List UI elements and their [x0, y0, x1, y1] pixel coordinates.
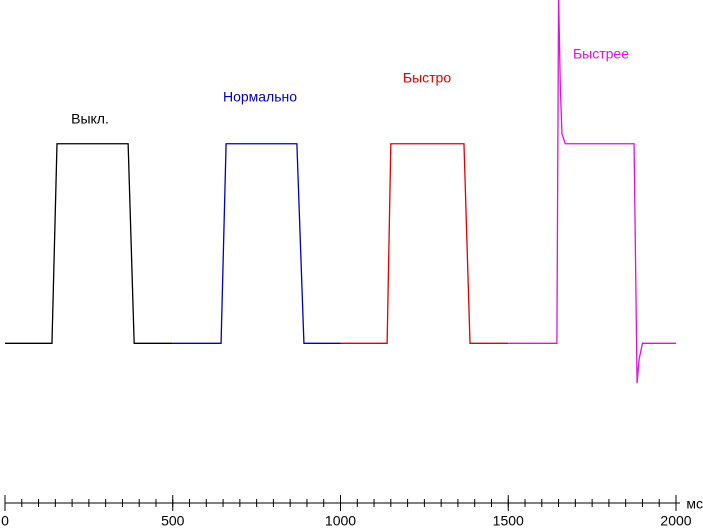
plot-area: [5, 0, 676, 384]
series-label: Нормально: [223, 89, 297, 105]
x-tick-label: 500: [161, 513, 185, 529]
series-line: [508, 0, 676, 384]
series-line: [172, 143, 341, 344]
series-label: Выкл.: [71, 111, 109, 127]
x-tick-label: 1500: [493, 513, 524, 529]
x-axis-label: мс: [686, 496, 703, 512]
series-label: Быстро: [403, 70, 451, 86]
series-line: [5, 143, 173, 344]
x-tick-label: 1000: [325, 513, 356, 529]
series-line: [340, 143, 509, 344]
series-label: Быстрее: [573, 46, 629, 62]
x-tick-label: 0: [1, 513, 9, 529]
x-tick-label: 2000: [660, 513, 691, 529]
